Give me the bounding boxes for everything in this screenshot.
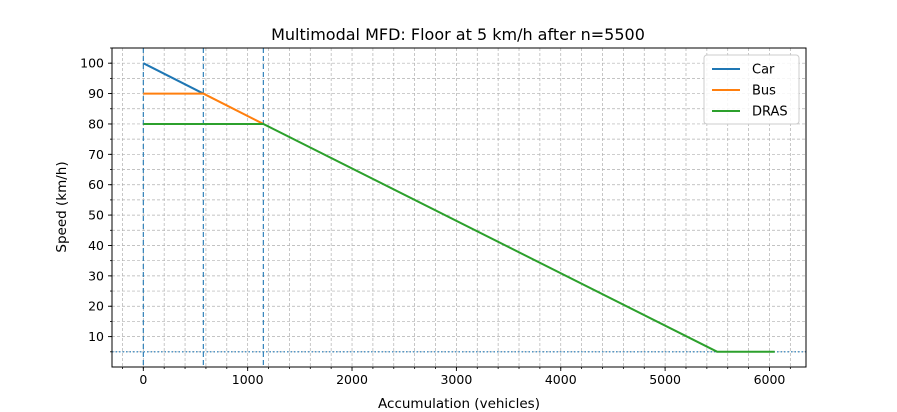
y-tick-label: 40: [88, 238, 104, 253]
y-tick-label: 10: [88, 329, 104, 344]
y-tick-label: 30: [88, 268, 104, 283]
legend: Car Bus DRAS: [703, 54, 800, 125]
series-lines: [142, 62, 775, 353]
reference-lines: [112, 48, 806, 367]
legend-label: Car: [752, 63, 775, 78]
y-tick-label: 100: [80, 56, 104, 71]
axis-ticks: 0 1000 2000 3000 4000 5000 6000 10 20 30 40 50 60 70 8…: [80, 47, 791, 387]
plot-frame: [111, 47, 807, 368]
x-tick-label: 6000: [754, 372, 786, 387]
x-tick-label: 2000: [336, 372, 368, 387]
y-tick-label: 70: [88, 147, 104, 162]
x-tick-label: 5000: [649, 372, 681, 387]
x-tick-label: 0: [139, 372, 147, 387]
x-tick-label: 3000: [440, 372, 472, 387]
y-tick-label: 60: [88, 177, 104, 192]
x-axis-label: Accumulation (vehicles): [378, 396, 540, 412]
legend-label: Bus: [752, 84, 776, 99]
series-line-bus: [143, 92, 264, 125]
chart-title: Multimodal MFD: Floor at 5 km/h after n=…: [271, 25, 645, 44]
y-tick-label: 90: [88, 86, 104, 101]
y-tick-label: 80: [88, 116, 104, 131]
series-line-dras: [143, 122, 775, 353]
x-tick-label: 1000: [232, 372, 264, 387]
legend-box: [703, 54, 800, 125]
x-tick-label: 4000: [545, 372, 577, 387]
grid-lines: [112, 47, 806, 367]
legend-label: DRAS: [752, 105, 788, 120]
y-tick-label: 50: [88, 208, 104, 223]
y-tick-label: 20: [88, 299, 104, 314]
series-line-car: [142, 62, 204, 95]
y-axis-label: Speed (km/h): [54, 161, 70, 252]
